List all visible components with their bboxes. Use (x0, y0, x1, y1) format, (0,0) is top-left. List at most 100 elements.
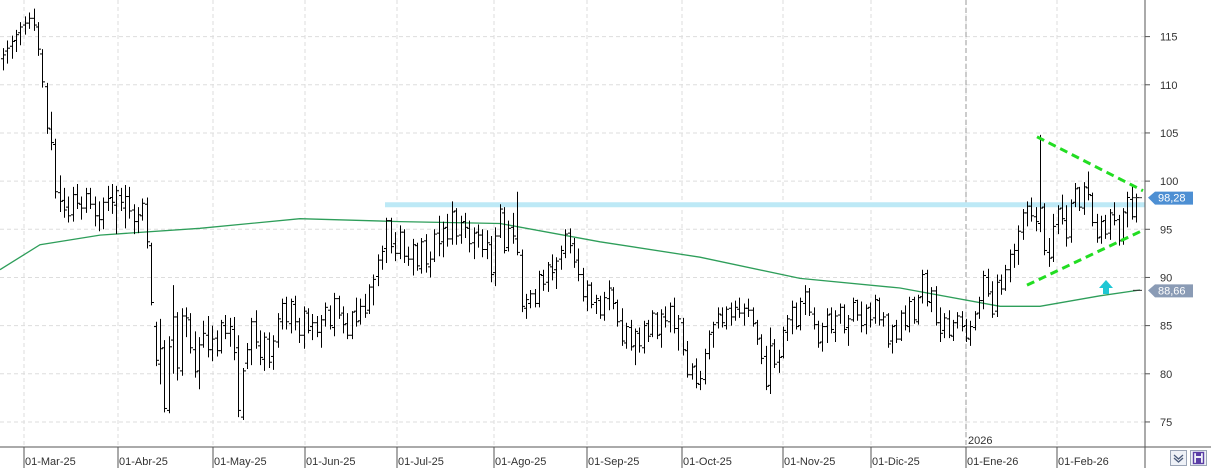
ohlc-bar (18, 22, 23, 46)
ohlc-bar (506, 220, 511, 252)
ohlc-bar (106, 185, 111, 211)
ohlc-bar (1003, 264, 1008, 291)
ohlc-bar (358, 298, 363, 325)
ohlc-bar (337, 295, 342, 319)
ohlc-bar (454, 208, 459, 245)
ohlc-bar (611, 287, 616, 310)
ohlc-bar (302, 306, 307, 349)
ohlc-bar (873, 294, 878, 324)
ohlc-bar (332, 292, 337, 337)
ohlc-bar (768, 327, 773, 395)
ohlc-bar (995, 274, 1000, 317)
ohlc-bar (49, 111, 54, 151)
ohlc-bar (942, 313, 947, 339)
ohlc-bar (341, 306, 346, 334)
double-arrow-icon (1173, 454, 1184, 463)
ohlc-bar (707, 330, 712, 360)
ohlc-bar (437, 215, 442, 257)
ohlc-bar (916, 294, 921, 325)
ohlc-bar (27, 12, 32, 29)
x-tick-label: 01-May-25 (214, 456, 267, 468)
ohlc-bar (528, 289, 533, 309)
ohlc-bar (720, 307, 725, 328)
ohlc-bar (145, 197, 150, 249)
ohlc-bar (563, 229, 568, 259)
zoom-toggle-button[interactable] (1170, 450, 1187, 466)
ohlc-bar (393, 232, 398, 262)
ohlc-bar (210, 325, 215, 362)
y-tick-label: 95 (1160, 224, 1172, 236)
ohlc-bar (10, 35, 15, 59)
ohlc-bar (681, 317, 686, 356)
ohlc-bar (188, 313, 193, 354)
ohlc-bar (254, 310, 259, 349)
x-tick-label: 01-Ago-25 (495, 456, 546, 468)
y-tick-label: 115 (1160, 32, 1178, 44)
ohlc-bar (511, 212, 516, 244)
ohlc-bar (851, 297, 856, 322)
ohlc-bar (1077, 186, 1082, 211)
ohlc-bar (589, 282, 594, 309)
ohlc-bar (912, 296, 917, 324)
ohlc-bar (938, 307, 943, 342)
ohlc-bar (960, 311, 965, 332)
ohlc-bar (384, 217, 389, 263)
ohlc-bar (432, 229, 437, 263)
ohlc-bar (772, 339, 777, 369)
ohlc-bar (973, 311, 978, 331)
ohlc-bar (1047, 237, 1052, 267)
y-tick-label: 110 (1160, 80, 1178, 92)
ohlc-bar (1125, 191, 1130, 228)
ohlc-bar (380, 245, 385, 270)
ohlc-bar (262, 332, 267, 371)
ohlc-bar (925, 269, 930, 307)
ohlc-bar (755, 319, 760, 345)
ohlc-bar (1038, 134, 1043, 233)
ohlc-bar (794, 302, 799, 330)
ohlc-bar (537, 270, 542, 308)
ohlc-bar (66, 196, 71, 223)
x-tick-label: 01-Abr-25 (119, 456, 168, 468)
ohlc-bar (498, 204, 503, 238)
ohlc-bar (175, 312, 180, 381)
ohlc-bar (463, 212, 468, 238)
save-icon (1192, 451, 1205, 465)
ohlc-bar (79, 196, 84, 220)
ohlc-bar (201, 320, 206, 348)
ohlc-bar (306, 308, 311, 334)
ohlc-bar (88, 187, 93, 210)
ohlc-bar (816, 320, 821, 348)
save-button[interactable] (1190, 450, 1207, 466)
ohlc-bar (154, 321, 159, 367)
ohlc-bar (1042, 203, 1047, 256)
ohlc-bar (825, 308, 830, 343)
ohlc-bar (620, 308, 625, 346)
ohlc-bar (350, 311, 355, 340)
ohlc-bar (502, 207, 507, 254)
x-tick-label: 01-Ene-26 (967, 456, 1018, 468)
ohlc-bar (568, 228, 573, 254)
ohlc-bar (127, 186, 132, 219)
ohlc-bar (633, 328, 638, 366)
ma-price-label-text: 88,66 (1158, 285, 1186, 297)
ohlc-bar (167, 336, 172, 414)
ohlc-bar (920, 269, 925, 304)
ohlc-bar (1051, 213, 1056, 263)
ohlc-bar (193, 331, 198, 378)
ohlc-bar (798, 297, 803, 331)
ohlc-bar (894, 319, 899, 343)
ohlc-bar (846, 315, 851, 346)
ohlc-bar (842, 304, 847, 334)
ohlc-bar (1034, 207, 1039, 232)
ohlc-bar (764, 345, 769, 391)
ohlc-bar (36, 22, 41, 56)
ohlc-bar (881, 312, 886, 327)
last-price-label-bg (1148, 191, 1193, 205)
ohlc-bar (907, 296, 912, 333)
ohlc-bar (276, 313, 281, 348)
ohlc-bar (223, 315, 228, 340)
ohlc-bar (411, 238, 416, 276)
year-marker-label: 2026 (968, 435, 992, 447)
last-price-label: 98,28 (1133, 191, 1193, 205)
